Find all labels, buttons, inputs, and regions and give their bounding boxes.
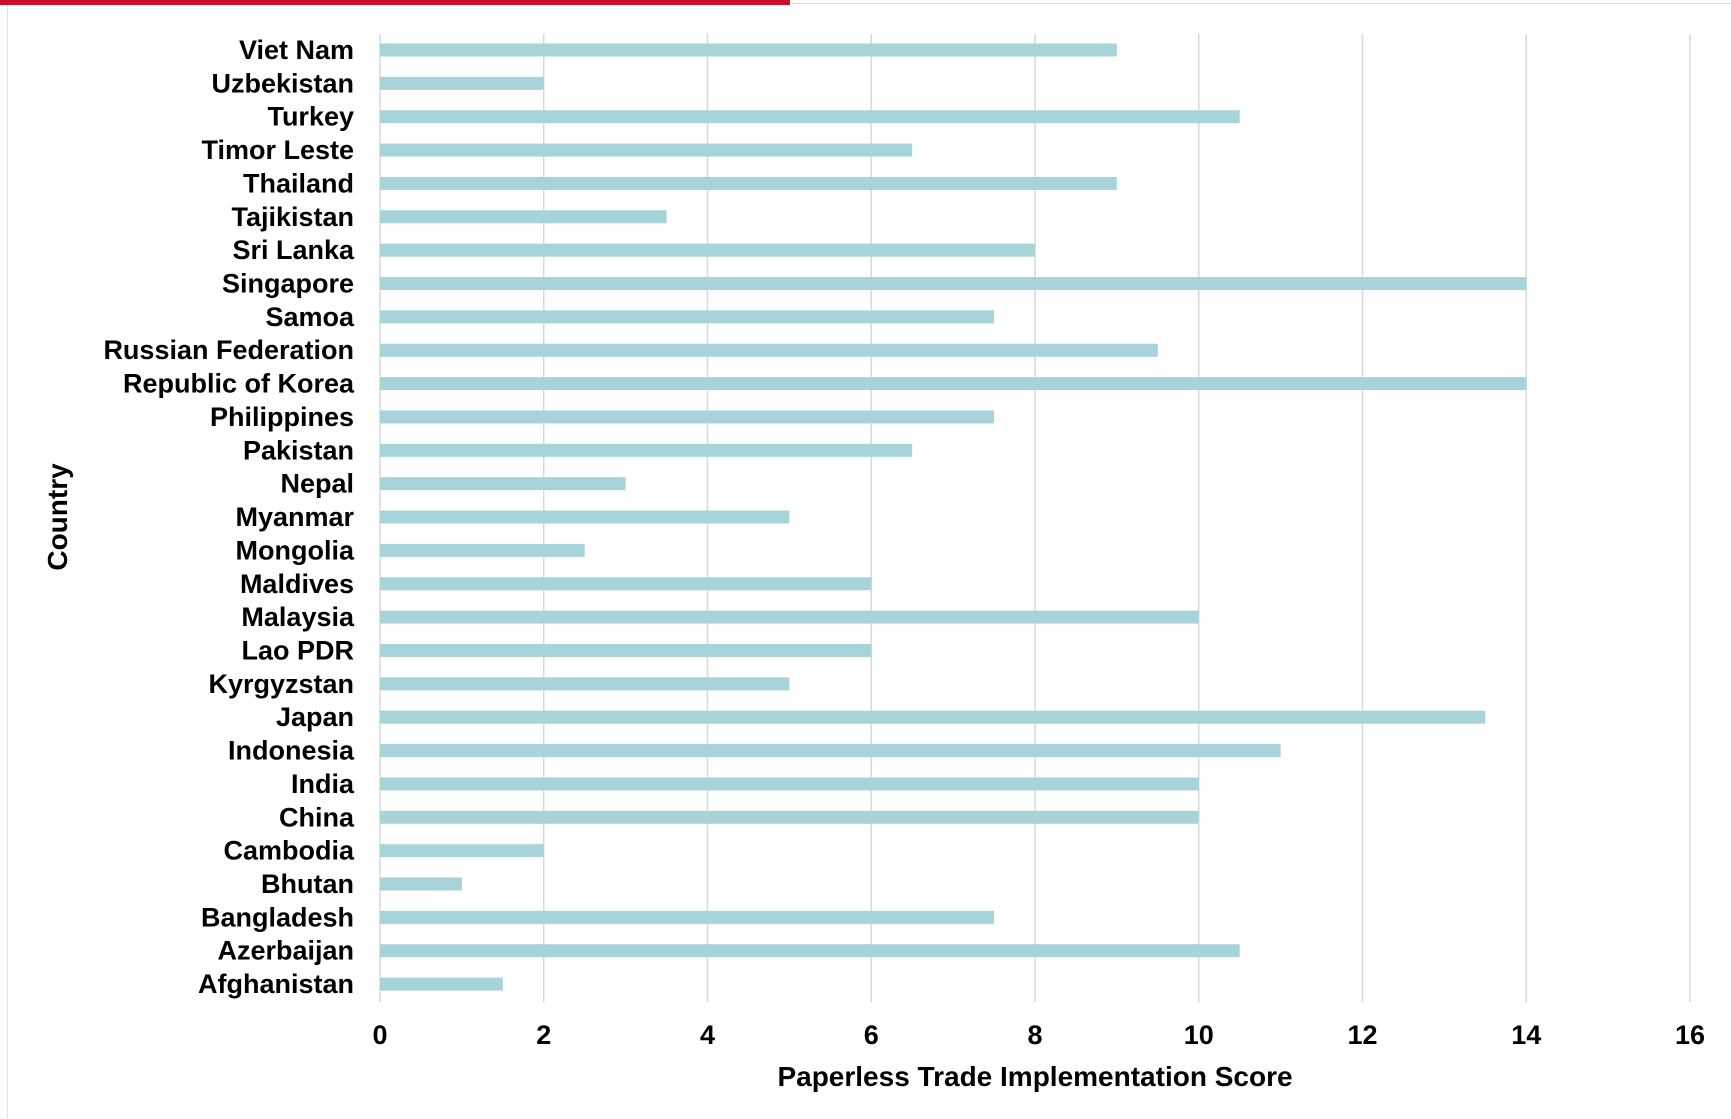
- category-label: China: [279, 802, 355, 832]
- x-tick-label: 8: [1027, 1020, 1042, 1050]
- category-label: Japan: [276, 702, 354, 732]
- bar: [380, 443, 913, 457]
- category-label: Maldives: [240, 569, 354, 599]
- x-tick-label: 0: [372, 1020, 387, 1050]
- category-label: Kyrgyzstan: [208, 669, 354, 699]
- bar: [380, 710, 1486, 724]
- x-tick-label: 2: [536, 1020, 551, 1050]
- left-divider: [7, 5, 8, 1119]
- bar: [380, 577, 872, 591]
- x-tick-label: 6: [864, 1020, 879, 1050]
- category-label: Singapore: [222, 269, 354, 299]
- bars: [380, 43, 1527, 991]
- category-label: Samoa: [265, 302, 355, 332]
- bar: [380, 76, 544, 90]
- bar: [380, 110, 1240, 124]
- bar: [380, 810, 1199, 824]
- bar: [380, 844, 544, 858]
- category-label: Pakistan: [243, 435, 354, 465]
- bar: [380, 310, 995, 324]
- x-tick-label: 10: [1184, 1020, 1214, 1050]
- x-tick-label: 12: [1347, 1020, 1377, 1050]
- category-label: Afghanistan: [198, 969, 354, 999]
- x-tick-label: 14: [1511, 1020, 1541, 1050]
- bar: [380, 910, 995, 924]
- bar: [380, 543, 585, 557]
- category-label: Thailand: [243, 168, 354, 198]
- bar: [380, 243, 1035, 257]
- y-axis-title: Country: [42, 463, 73, 571]
- x-axis-title: Paperless Trade Implementation Score: [777, 1061, 1292, 1092]
- bar: [380, 977, 503, 991]
- category-label: Timor Leste: [201, 135, 354, 165]
- category-label: Azerbaijan: [217, 936, 354, 966]
- category-label: Myanmar: [235, 502, 354, 532]
- bar: [380, 410, 995, 424]
- category-label: Viet Nam: [239, 35, 354, 65]
- bar: [380, 777, 1199, 791]
- x-tick-labels: 0 2 4 6 8 10 12 14 16: [372, 1020, 1705, 1050]
- category-label: India: [291, 769, 355, 799]
- category-label: Nepal: [280, 469, 354, 499]
- category-label: Sri Lanka: [232, 235, 355, 265]
- category-label: Bangladesh: [201, 902, 354, 932]
- category-label: Turkey: [267, 102, 354, 132]
- bar: [380, 610, 1199, 624]
- category-label: Mongolia: [236, 535, 355, 565]
- x-tick-label: 4: [700, 1020, 715, 1050]
- category-label: Cambodia: [223, 836, 355, 866]
- bar: [380, 510, 790, 524]
- bar: [380, 477, 626, 491]
- bar: [380, 277, 1527, 291]
- category-label: Indonesia: [228, 736, 355, 766]
- x-tick-label: 16: [1675, 1020, 1705, 1050]
- bar: [380, 677, 790, 691]
- category-label: Bhutan: [261, 869, 354, 899]
- category-label: Republic of Korea: [123, 369, 355, 399]
- bar: [380, 43, 1117, 57]
- category-label: Uzbekistan: [211, 68, 354, 98]
- category-label: Philippines: [210, 402, 354, 432]
- bar: [380, 877, 462, 891]
- bar: [380, 377, 1527, 391]
- category-label: Russian Federation: [103, 335, 354, 365]
- bar: [380, 143, 913, 157]
- category-label: Tajikistan: [231, 202, 354, 232]
- gridlines: [379, 34, 1691, 1002]
- bar: [380, 210, 667, 224]
- bar: [380, 176, 1117, 190]
- bar: [380, 643, 872, 657]
- top-divider: [790, 3, 1731, 4]
- bar: [380, 343, 1158, 357]
- bar: [380, 744, 1281, 758]
- category-label: Lao PDR: [241, 635, 354, 665]
- top-accent-bar: [0, 0, 790, 5]
- bar: [380, 944, 1240, 958]
- category-label: Malaysia: [241, 602, 355, 632]
